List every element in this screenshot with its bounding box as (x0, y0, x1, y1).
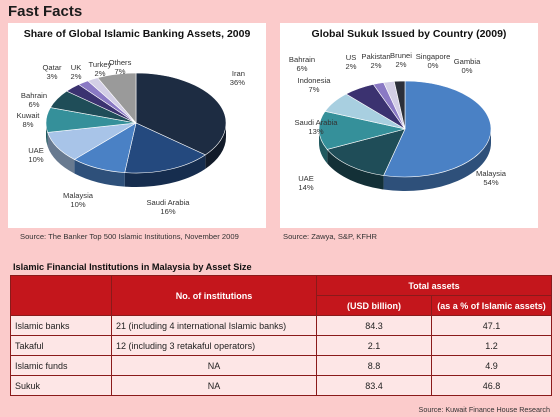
row-usd: 8.8 (316, 355, 432, 376)
row-name: Sukuk (10, 375, 112, 396)
row-pct: 4.9 (431, 355, 552, 376)
slice-label-saudi-arabia: Saudi Arabia 13% (294, 118, 338, 136)
slice-label-gambia: Gambia 0% (454, 57, 481, 75)
chart-title: Share of Global Islamic Banking Assets, … (23, 28, 251, 40)
slice-iran (135, 72, 227, 156)
table-row: Sukuk NA 83.4 46.8 (10, 375, 552, 396)
row-name: Islamic funds (10, 355, 112, 376)
slice-side-saudi-arabia (319, 129, 328, 164)
row-name: Islamic banks (10, 315, 112, 336)
chart-panel-sukuk: Global Sukuk Issued by Country (2009) Ma… (280, 23, 538, 228)
slice-label-brunei: Brunei 2% (390, 51, 412, 69)
slice-side-iran (205, 123, 226, 169)
chart-source: Source: The Banker Top 500 Islamic Insti… (20, 232, 239, 241)
slice-label-others: Others 7% (109, 58, 132, 76)
page-title: Fast Facts (8, 3, 83, 20)
chart-panel-banking-assets: Share of Global Islamic Banking Assets, … (8, 23, 266, 228)
table-row: Takaful 12 (including 3 retakaful operat… (10, 335, 552, 356)
slice-label-malaysia: Malaysia 54% (476, 169, 507, 187)
slice-label-turkey: Turkey 2% (89, 60, 112, 78)
pie-chart-sukuk: Malaysia 54% UAE 14% Saudi Arabia 13% Indonesi… (289, 51, 507, 192)
row-pct: 46.8 (431, 375, 552, 396)
slice-label-uae: UAE 14% (298, 174, 314, 192)
table-row: Islamic funds NA 8.8 4.9 (10, 355, 552, 376)
row-institutions: 12 (including 3 retakaful operators) (111, 335, 317, 356)
chart-title: Global Sukuk Issued by Country (2009) (311, 28, 507, 40)
row-institutions: NA (111, 355, 317, 376)
slice-label-kuwait: Kuwait 8% (17, 111, 41, 129)
slice-label-singapore: Singapore 0% (416, 52, 451, 70)
slice-label-saudi-arabia: Saudi Arabia 16% (146, 198, 190, 216)
header-institutions: No. of institutions (111, 275, 317, 316)
row-usd: 84.3 (316, 315, 432, 336)
row-pct: 1.2 (431, 335, 552, 356)
row-name: Takaful (10, 335, 112, 356)
slice-others (97, 72, 137, 124)
row-usd: 2.1 (316, 335, 432, 356)
slice-uae (326, 128, 406, 176)
header-total-assets: Total assets (316, 275, 552, 296)
chart-source: Source: Zawya, S&P, KFHR (283, 232, 377, 241)
row-institutions: 21 (including 4 international Islamic ba… (111, 315, 317, 336)
table-row: Islamic banks 21 (including 4 internatio… (10, 315, 552, 336)
row-pct: 47.1 (431, 315, 552, 336)
slice-label-uae: UAE 10% (28, 146, 44, 164)
slice-saudi-arabia (318, 110, 406, 150)
row-institutions: NA (111, 375, 317, 396)
slice-label-bahrain: Bahrain 6% (21, 91, 47, 109)
slice-label-qatar: Qatar 3% (43, 63, 62, 81)
row-usd: 83.4 (316, 375, 432, 396)
header-usd: (USD billion) (316, 295, 432, 316)
slice-label-us: US 2% (346, 53, 357, 71)
slice-label-pakistan: Pakistan 2% (361, 52, 390, 70)
slice-label-malaysia: Malaysia 10% (63, 191, 94, 209)
table-title: Islamic Financial Institutions in Malays… (13, 262, 252, 272)
slice-saudi-arabia (124, 122, 206, 174)
slice-side-uae (47, 132, 75, 174)
slice-label-uk: UK 2% (71, 63, 82, 81)
slice-side-malaysia (74, 159, 125, 187)
slice-side-saudi-arabia (124, 154, 206, 187)
institutions-table: No. of institutions Total assets (USD bi… (10, 275, 552, 396)
table-source: Source: Kuwait Finance House Research (418, 405, 550, 414)
slice-malaysia (383, 80, 492, 178)
header-pct: (as a % of Islamic assets) (431, 295, 552, 316)
slice-label-bahrain: Bahrain 6% (289, 55, 315, 73)
pie-chart-banking-assets: Iran 36% Saudi Arabia 16% Malaysia 10% UAE 10% K… (17, 58, 246, 216)
slice-label-iran: Iran 36% (230, 69, 245, 87)
slice-brunei (393, 80, 406, 130)
slice-label-indonesia: Indonesia 7% (298, 76, 332, 94)
slice-side-malaysia (383, 129, 491, 191)
slice-side-uae (327, 149, 384, 190)
header-empty (10, 275, 112, 316)
